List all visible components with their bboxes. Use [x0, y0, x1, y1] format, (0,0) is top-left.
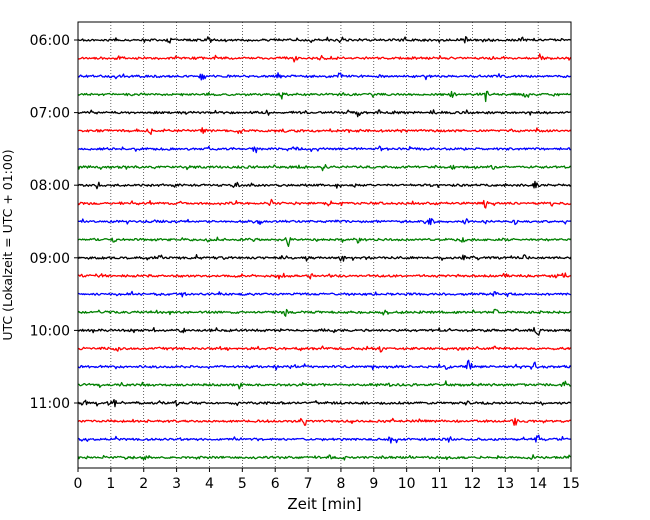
trace-line	[77, 53, 572, 63]
x-tick-label: 7	[304, 476, 313, 492]
x-tick-label: 2	[139, 476, 148, 492]
x-tick-label: 13	[496, 476, 514, 492]
x-tick-label: 14	[529, 476, 547, 492]
y-tick-label: 09:00	[30, 251, 70, 267]
x-axis-label: Zeit [min]	[287, 495, 361, 513]
trace-line	[77, 290, 572, 298]
trace-line	[77, 417, 572, 426]
x-tick-label: 3	[172, 476, 181, 492]
x-tick-label: 4	[205, 476, 214, 492]
trace-line	[77, 198, 572, 209]
trace-line	[77, 163, 572, 172]
trace-line	[77, 398, 572, 408]
y-tick-label: 08:00	[30, 178, 70, 194]
y-axis-label: UTC (Lokalzeit = UTC + 01:00)	[0, 149, 15, 340]
trace-line	[77, 345, 572, 353]
x-tick-label: 12	[463, 476, 481, 492]
x-tick-label: 6	[271, 476, 280, 492]
x-tick-label: 5	[238, 476, 247, 492]
x-tick-label: 15	[562, 476, 580, 492]
trace-line	[77, 72, 572, 81]
x-grid	[110, 22, 539, 468]
trace-line	[77, 127, 572, 135]
trace-line	[77, 180, 572, 190]
trace-line	[77, 454, 572, 461]
trace-line	[77, 308, 572, 317]
trace-line	[78, 217, 572, 226]
x-tick-label: 0	[74, 476, 83, 492]
x-tick-label: 1	[106, 476, 115, 492]
trace-line	[77, 359, 572, 371]
trace-line	[77, 254, 572, 262]
x-tick-label: 8	[336, 476, 345, 492]
trace-line	[77, 380, 572, 390]
trace-line	[77, 434, 572, 444]
y-tick-label: 06:00	[30, 33, 70, 49]
trace-rows	[77, 36, 572, 461]
y-tick-label: 10:00	[30, 323, 70, 339]
x-tick-label: 10	[398, 476, 416, 492]
y-tick-label: 07:00	[30, 106, 70, 122]
trace-line	[77, 109, 572, 118]
y-tick-label: 11:00	[30, 396, 70, 412]
plot-frame	[77, 21, 572, 469]
trace-line	[77, 272, 572, 280]
x-axis: 0 1 2 3 4 5 6 7 8 9 10 11 12 13 14 15	[74, 468, 580, 492]
trace-line	[77, 236, 572, 247]
trace-line	[77, 36, 572, 44]
x-tick-label: 11	[431, 476, 449, 492]
x-tick-label: 9	[369, 476, 378, 492]
trace-line	[77, 90, 572, 103]
trace-line	[77, 326, 572, 336]
y-axis: 06:00 07:00 08:00 09:00 10:00 11:00	[30, 33, 78, 412]
trace-line	[77, 145, 572, 154]
